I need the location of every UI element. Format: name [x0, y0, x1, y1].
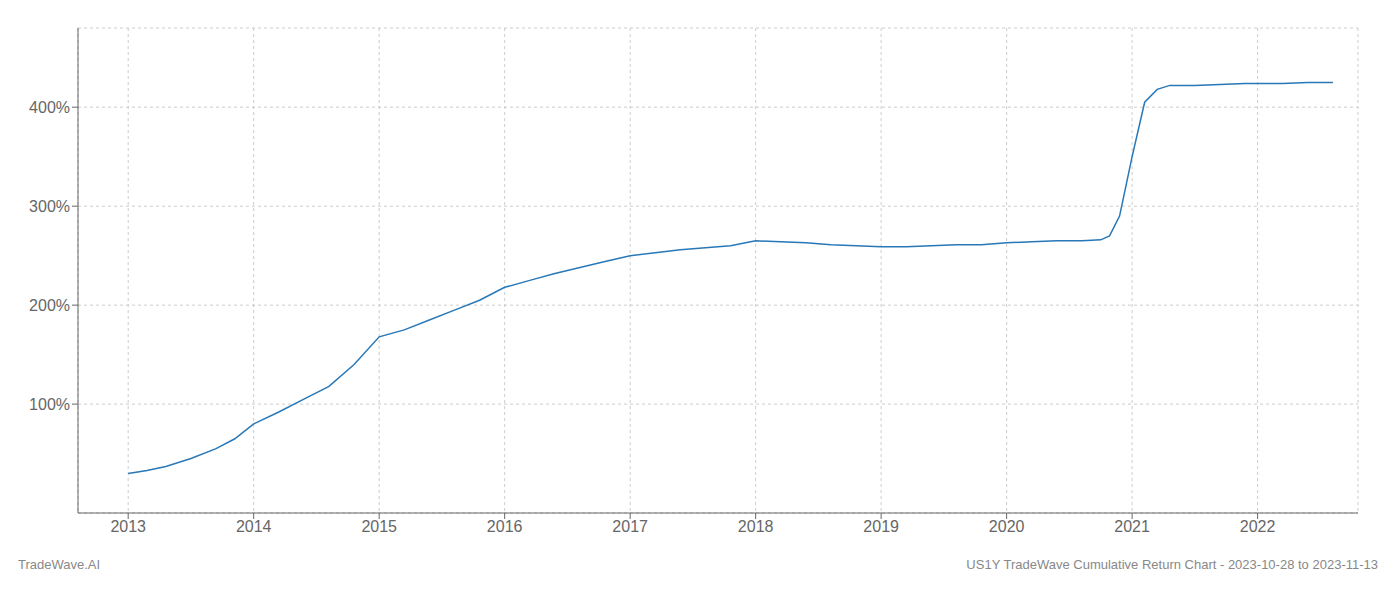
svg-text:2017: 2017	[612, 518, 648, 535]
svg-text:2022: 2022	[1240, 518, 1276, 535]
svg-text:2013: 2013	[110, 518, 146, 535]
svg-text:2015: 2015	[361, 518, 397, 535]
svg-text:2016: 2016	[487, 518, 523, 535]
svg-text:100%: 100%	[29, 396, 70, 413]
html-text:US1Y TradeWave Cumulative Retu: US1Y TradeWave Cumulative Return Chart -…	[966, 557, 1378, 572]
svg-text:2018: 2018	[738, 518, 774, 535]
html-text:TradeWave.AI: TradeWave.AI	[18, 557, 101, 572]
svg-text:200%: 200%	[29, 297, 70, 314]
svg-text:2014: 2014	[236, 518, 272, 535]
svg-text:400%: 400%	[29, 99, 70, 116]
svg-text:2019: 2019	[863, 518, 899, 535]
svg-text:2020: 2020	[989, 518, 1025, 535]
svg-text:2021: 2021	[1114, 518, 1150, 535]
svg-text:300%: 300%	[29, 198, 70, 215]
